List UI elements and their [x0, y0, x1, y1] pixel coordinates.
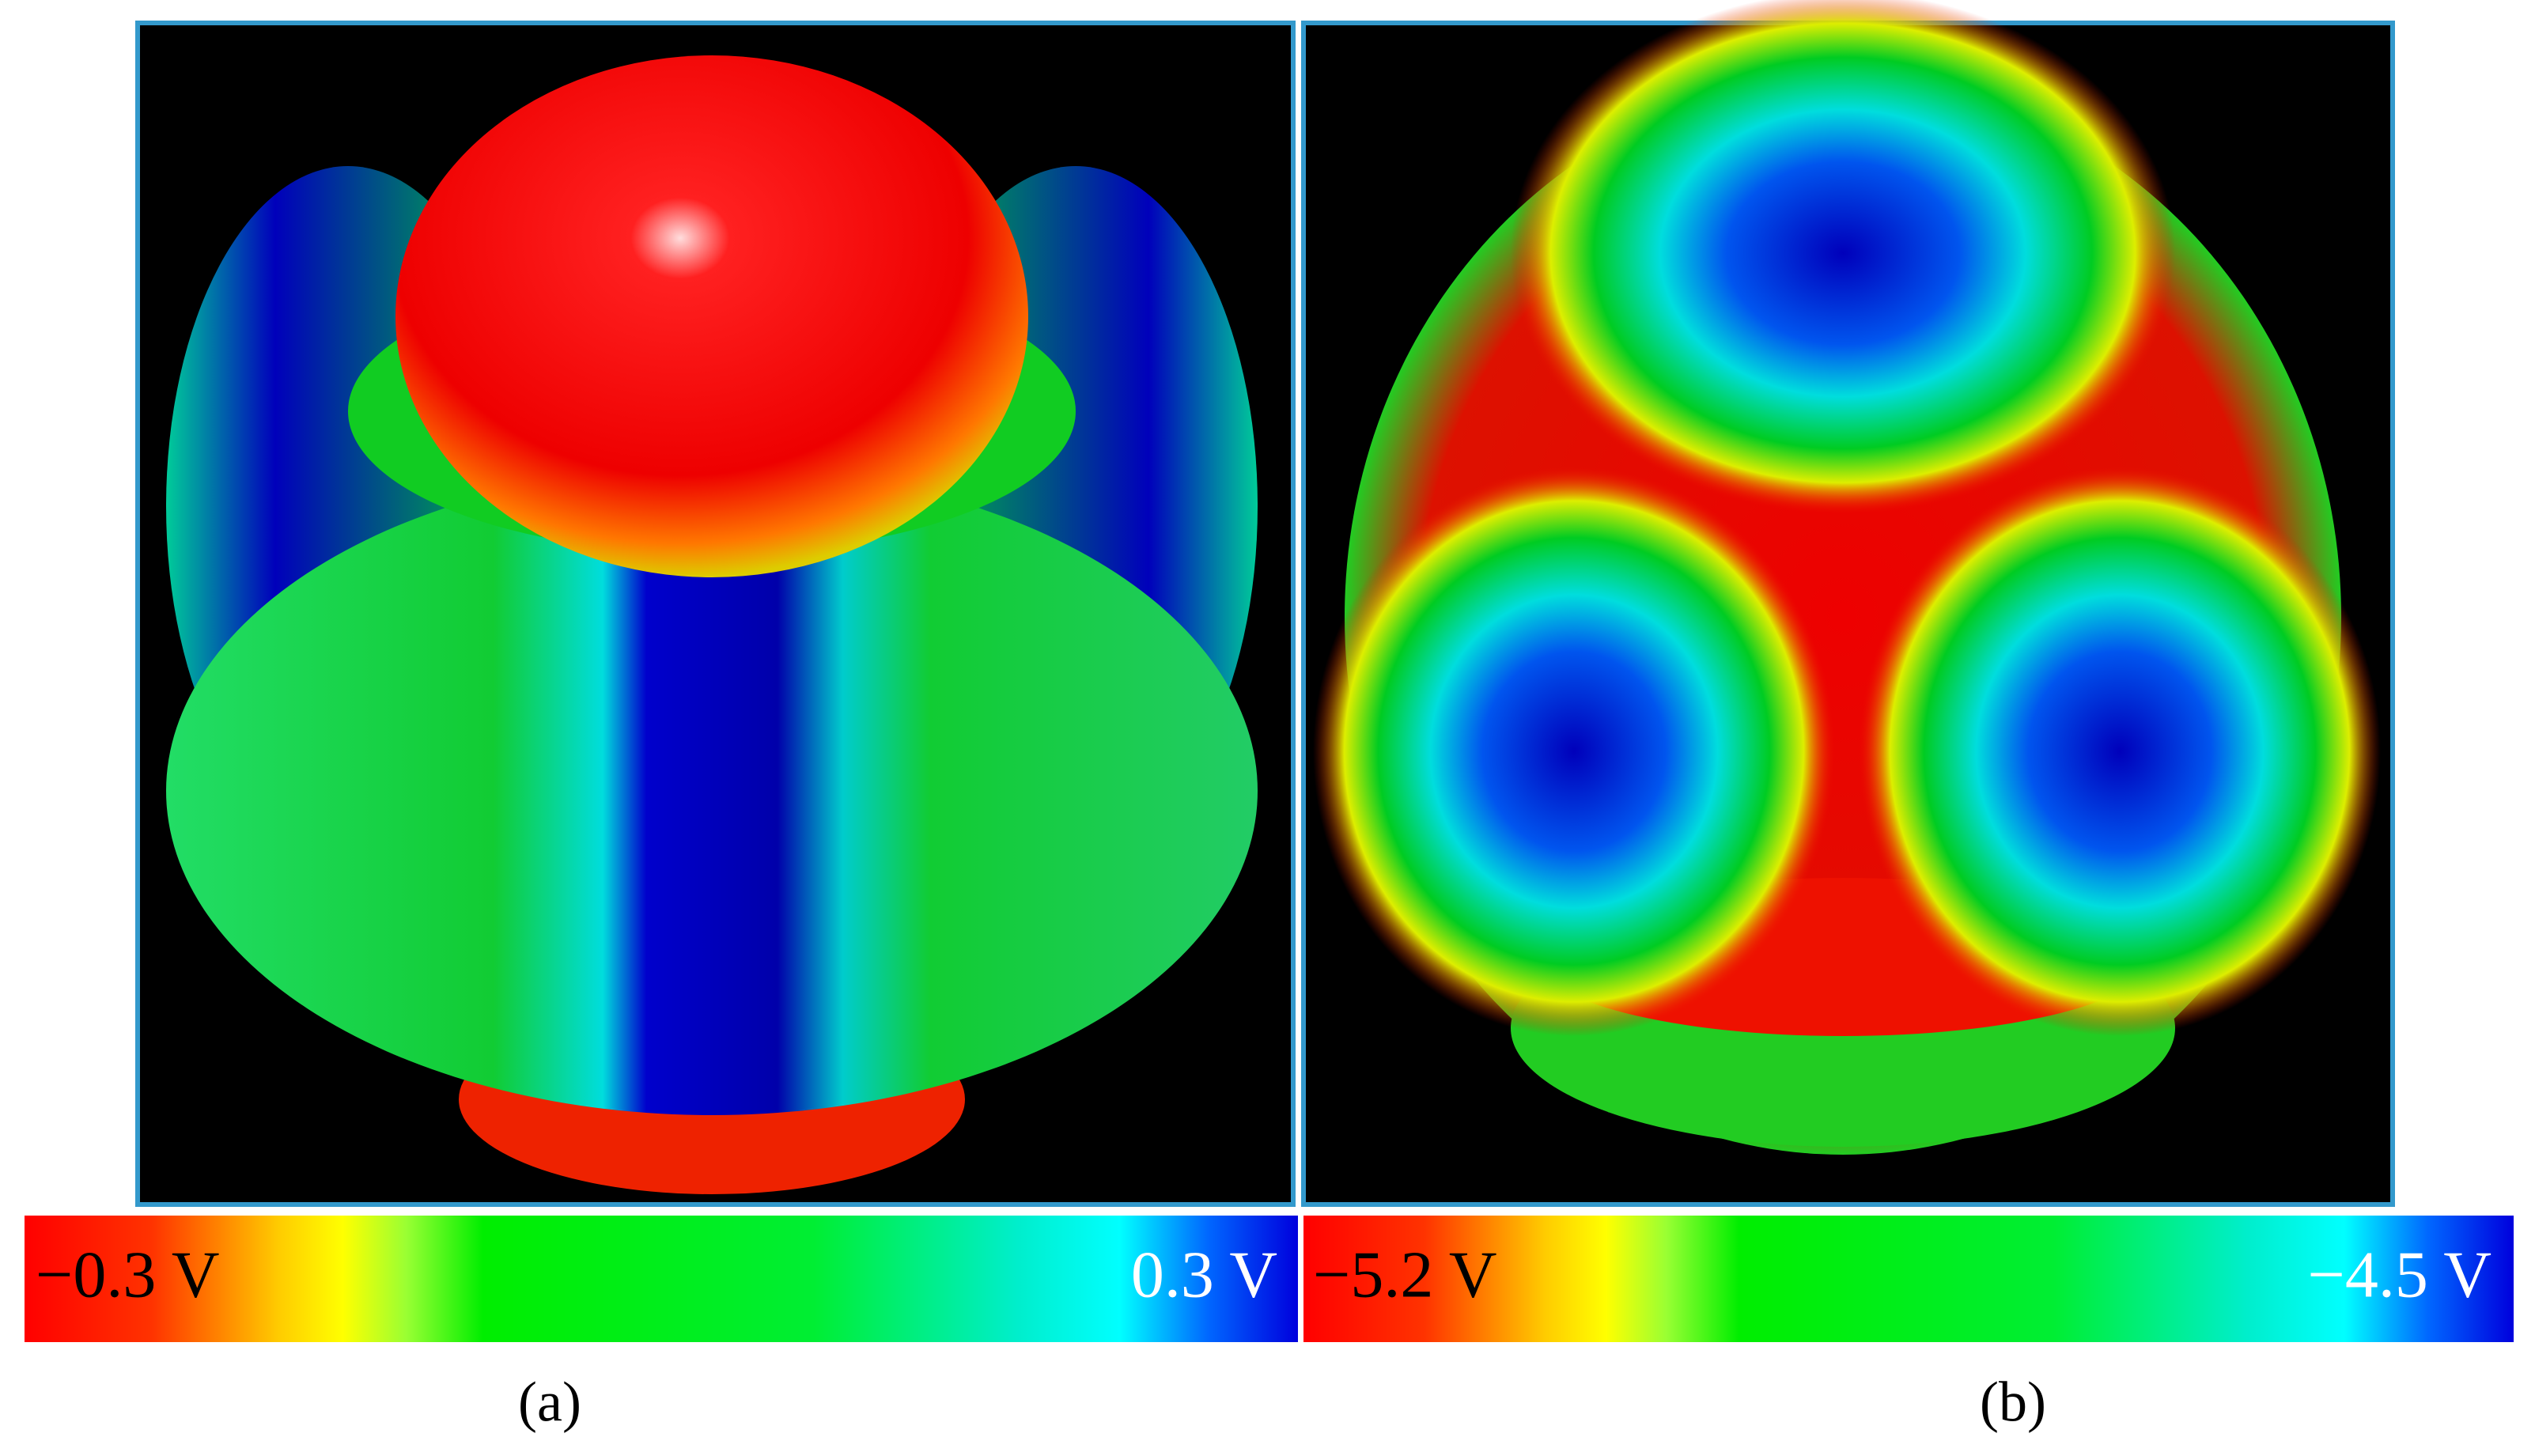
colorbar-min-label: −5.2 V	[1313, 1238, 1497, 1311]
colorbar-max-label: 0.3 V	[1131, 1238, 1277, 1311]
panel-label: (a)	[518, 1371, 581, 1434]
molecule-part	[1313, 467, 1835, 1036]
colorbar-min-label: −0.3 V	[36, 1238, 220, 1311]
colorbar-max-label: −4.5 V	[2307, 1238, 2491, 1311]
colorbar	[1303, 1216, 2514, 1342]
colorbar	[25, 1216, 1298, 1342]
panel-label: (b)	[1980, 1371, 2046, 1434]
molecule-part	[1859, 467, 2381, 1036]
molecule-part	[1511, 0, 2175, 514]
molecule-part	[395, 55, 1028, 577]
molecule-part	[166, 467, 1258, 1115]
